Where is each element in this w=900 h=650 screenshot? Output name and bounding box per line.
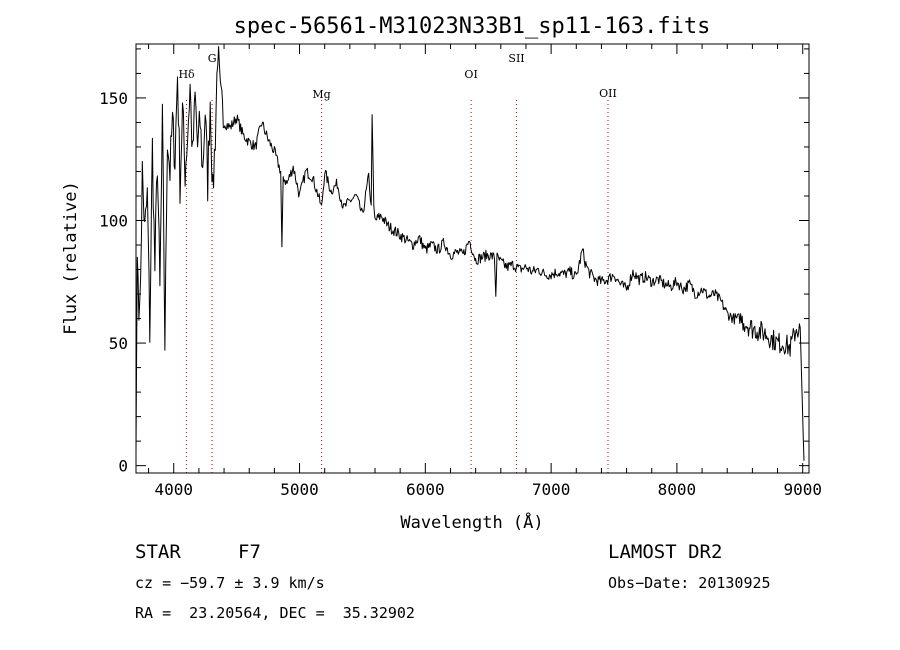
y-tick-label: 0 (118, 457, 128, 476)
x-tick-label: 9000 (783, 480, 822, 499)
chart-title: spec-56561-M31023N33B1_sp11-163.fits (234, 14, 711, 39)
coordinates: RA = 23.20564, DEC = 35.32902 (135, 604, 415, 622)
spectrum-series-line (135, 46, 805, 461)
y-axis-label: Flux (relative) (61, 181, 81, 335)
plot-area: Hδ G Mg OI SII OII 4000 5000 6000 7000 8000 9000 0 50… (99, 43, 822, 499)
survey-name: LAMOST DR2 (608, 541, 723, 563)
redshift-cz: cz = −59.7 ± 3.9 km/s (135, 574, 325, 592)
object-class: STAR (135, 541, 181, 563)
spectral-line-label: Mg (312, 88, 330, 101)
x-tick-label: 8000 (658, 480, 697, 499)
observation-date: Obs−Date: 20130925 (608, 574, 771, 592)
plot-frame (135, 43, 810, 474)
spectral-line-label: G (208, 52, 217, 65)
x-tick-label: 5000 (280, 480, 319, 499)
spectral-line-label: SII (508, 52, 524, 65)
object-subclass: F7 (238, 541, 261, 563)
spectral-line-label: Hδ (178, 68, 195, 81)
spectrum-chart: spec-56561-M31023N33B1_sp11-163.fits Hδ G… (61, 14, 822, 533)
spectral-line-label: OII (599, 87, 617, 100)
spectral-line-label: OI (464, 68, 477, 81)
x-axis-label: Wavelength (Å) (400, 511, 543, 533)
y-tick-label: 150 (99, 89, 128, 108)
x-tick-label: 7000 (532, 480, 571, 499)
x-tick-label: 6000 (406, 480, 445, 499)
x-tick-label: 4000 (154, 480, 193, 499)
y-tick-label: 50 (109, 334, 128, 353)
y-tick-label: 100 (99, 212, 128, 231)
